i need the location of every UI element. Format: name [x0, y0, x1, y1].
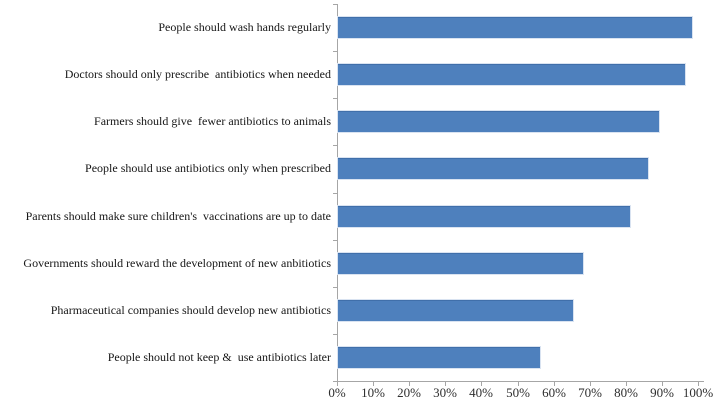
- category-axis-tick: [333, 145, 337, 146]
- category-axis-tick: [333, 4, 337, 5]
- category-label: People should not keep & use antibiotics…: [107, 349, 331, 364]
- bar-7: [338, 299, 573, 321]
- bar-6: [338, 252, 584, 274]
- x-axis-tick: [409, 382, 410, 386]
- category-label: People should wash hands regularly: [158, 20, 331, 34]
- value-axis-line: [337, 381, 704, 382]
- x-tick-label: 10%: [361, 385, 385, 400]
- category-axis-tick: [333, 240, 337, 241]
- x-axis-tick: [481, 382, 482, 386]
- x-tick-label: 30%: [433, 385, 457, 400]
- bar-5: [338, 205, 631, 227]
- x-tick-label: 0%: [328, 385, 346, 400]
- category-label: Doctors should only prescribe antibiotic…: [64, 67, 331, 82]
- x-tick-label: 50%: [506, 385, 530, 400]
- category-axis-tick: [333, 98, 337, 99]
- x-axis-tick: [373, 382, 374, 386]
- category-label: Pharmaceutical companies should develop …: [50, 302, 331, 317]
- x-tick-label: 100%: [682, 385, 714, 400]
- category-label: Farmers should give fewer antibiotics to…: [94, 114, 331, 129]
- category-label: People should use antibiotics only when …: [85, 161, 331, 176]
- category-label: Parents should make sure children's vacc…: [25, 208, 331, 223]
- bar-1: [338, 17, 692, 39]
- category-axis-tick: [333, 51, 337, 52]
- category-axis-tick: [333, 287, 337, 288]
- x-tick-label: 20%: [397, 385, 421, 400]
- x-tick-label: 80%: [614, 385, 638, 400]
- x-axis-tick: [590, 382, 591, 386]
- bar-3: [338, 111, 660, 133]
- x-axis-tick: [518, 382, 519, 386]
- x-tick-label: 40%: [469, 385, 493, 400]
- category-label: Governments should reward the developmen…: [23, 255, 331, 270]
- x-axis-tick: [337, 382, 338, 386]
- x-tick-label: 90%: [650, 385, 674, 400]
- x-tick-label: 60%: [542, 385, 566, 400]
- x-axis-tick: [662, 382, 663, 386]
- bar-2: [338, 64, 685, 86]
- x-tick-label: 70%: [578, 385, 602, 400]
- category-axis-tick: [333, 193, 337, 194]
- bar-4: [338, 158, 649, 180]
- category-axis-line: [337, 4, 338, 382]
- x-axis-tick: [626, 382, 627, 386]
- x-axis-tick: [554, 382, 555, 386]
- x-axis-tick: [698, 382, 699, 386]
- category-axis-tick: [333, 334, 337, 335]
- x-axis-tick: [445, 382, 446, 386]
- category-axis-tick: [333, 381, 337, 382]
- bar-8: [338, 346, 541, 368]
